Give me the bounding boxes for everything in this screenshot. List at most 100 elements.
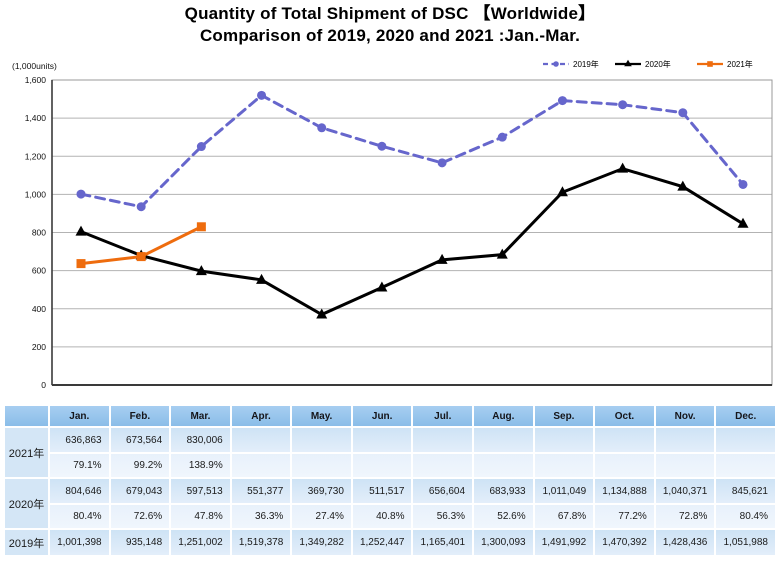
data-point-2020年: [75, 225, 87, 236]
table-yoy-cell: 80.4%: [716, 505, 775, 528]
data-point-2019年: [76, 189, 86, 199]
table-month-header: Apr.: [231, 406, 291, 426]
data-point-2020年: [737, 217, 749, 228]
chart-title-line1: Quantity of Total Shipment of DSC 【World…: [184, 4, 596, 23]
table-shipment-cell: 1,491,992: [534, 530, 594, 555]
table-row: 2020年 804,646 679,043 597,513 551,377 369,730…: [5, 479, 775, 528]
legend-label-2020年: 2020年: [645, 59, 671, 69]
table-yoy-cell: 52.6%: [474, 505, 533, 528]
table-yoy-cell: [292, 454, 351, 477]
table-yoy-cell: [352, 454, 412, 477]
table-shipment-cell: 1,428,436: [655, 530, 715, 555]
data-point-2020年: [195, 265, 207, 276]
table-shipment-cell: [413, 428, 473, 452]
table-shipment-cell: [231, 428, 291, 452]
y-axis-tick-label: 1,000: [25, 189, 47, 199]
chart-title-line2: Comparison of 2019, 2020 and 2021 :Jan.-…: [199, 26, 581, 46]
table-shipment-cell: 830,006: [171, 428, 230, 452]
data-point-2020年: [617, 162, 629, 173]
table-shipment-cell: 511,517: [352, 479, 412, 503]
table-shipment-cell: 1,252,447: [352, 530, 412, 555]
table-shipment-cell: 804,646: [50, 479, 109, 503]
table-shipment-cell: 1,040,371: [655, 479, 715, 503]
table-corner-cell: [5, 406, 48, 426]
table-yoy-cell: 27.4%: [292, 505, 351, 528]
legend-marker-2021年: [707, 61, 713, 67]
table-yoy-cell: [231, 454, 291, 477]
table-year-label: 2019年: [5, 530, 48, 555]
legend-marker-2020年: [624, 59, 632, 67]
chart-title: Quantity of Total Shipment of DSC 【World…: [0, 3, 780, 48]
table-shipment-cell: 1,349,282: [292, 530, 351, 555]
table-shipment-cell: [352, 428, 412, 452]
table-yoy-cell: 77.2%: [595, 505, 654, 528]
data-point-2019年: [136, 202, 146, 212]
table-shipment-cell: 683,933: [474, 479, 533, 503]
table-shipment-cell: 1,001,398: [50, 530, 109, 555]
data-point-2019年: [557, 96, 567, 106]
data-point-2021年: [76, 259, 86, 269]
data-point-2019年: [257, 90, 267, 100]
table-yoy-cell: 99.2%: [110, 454, 170, 477]
table-month-header: Jun.: [352, 406, 412, 426]
series-line-2019年: [79, 93, 745, 209]
data-point-2019年: [618, 100, 628, 110]
data-point-2019年: [437, 158, 447, 168]
table-yoy-cell: 47.8%: [171, 505, 230, 528]
table-shipment-cell: 656,604: [413, 479, 473, 503]
legend-label-2019年: 2019年: [573, 59, 599, 69]
shipment-data-table: Jan. Feb. Mar. Apr. May. Jun. Jul. Aug. Sep. Oct.…: [3, 404, 777, 557]
table-yoy-cell: [655, 454, 715, 477]
table-shipment-cell: [534, 428, 594, 452]
data-point-2020年: [556, 186, 568, 197]
table-yoy-cell: [413, 454, 473, 477]
data-point-2019年: [196, 142, 206, 152]
table-yoy-cell: 80.4%: [50, 505, 109, 528]
table-shipment-cell: 1,519,378: [231, 530, 291, 555]
table-month-header: Oct.: [595, 406, 654, 426]
y-axis-tick-label: 200: [32, 342, 46, 352]
table-yoy-cell: 67.8%: [534, 505, 594, 528]
data-point-2020年: [256, 273, 268, 284]
y-axis-tick-label: 400: [32, 304, 46, 314]
table-month-header: May.: [292, 406, 351, 426]
data-point-2021年: [196, 222, 206, 232]
table-month-header: Mar.: [171, 406, 230, 426]
table-shipment-cell: 1,051,988: [716, 530, 775, 555]
data-point-2020年: [436, 253, 448, 264]
table-yoy-cell: 56.3%: [413, 505, 473, 528]
legend-label-2021年: 2021年: [727, 59, 753, 69]
table-shipment-cell: 1,300,093: [474, 530, 533, 555]
table-shipment-cell: 1,251,002: [171, 530, 230, 555]
data-point-2019年: [317, 123, 327, 133]
table-yoy-cell: [716, 454, 775, 477]
table-shipment-cell: 679,043: [110, 479, 170, 503]
table-shipment-cell: 636,863: [50, 428, 109, 452]
table-month-header: Aug.: [474, 406, 533, 426]
table-row-yoy: 80.4% 72.6% 47.8% 36.3% 27.4% 40.8% 56.3% 52.6%…: [5, 505, 775, 528]
data-point-2020年: [677, 180, 689, 191]
data-point-2020年: [376, 281, 388, 292]
table-shipment-cell: 1,011,049: [534, 479, 594, 503]
table-month-header: Nov.: [655, 406, 715, 426]
table-shipment-cell: 1,165,401: [413, 530, 473, 555]
table-yoy-cell: 79.1%: [50, 454, 109, 477]
table-shipment-cell: 1,134,888: [595, 479, 654, 503]
table-shipment-cell: 369,730: [292, 479, 351, 503]
y-axis-tick-label: 1,600: [25, 75, 47, 85]
data-point-2021年: [136, 252, 146, 262]
table-shipment-cell: 845,621: [716, 479, 775, 503]
table-yoy-cell: [595, 454, 654, 477]
table-shipment-cell: 935,148: [110, 530, 170, 555]
table-shipment-cell: [595, 428, 654, 452]
y-axis-tick-label: 1,400: [25, 113, 47, 123]
legend-marker-2019年: [553, 61, 559, 67]
table-row: 2019年 1,001,398 935,148 1,251,002 1,519,378 1…: [5, 530, 775, 555]
table-yoy-cell: [474, 454, 533, 477]
y-axis-tick-label: 600: [32, 266, 46, 276]
table-yoy-cell: [534, 454, 594, 477]
table-yoy-cell: 72.6%: [110, 505, 170, 528]
table-yoy-cell: 72.8%: [655, 505, 715, 528]
table-shipment-cell: [292, 428, 351, 452]
